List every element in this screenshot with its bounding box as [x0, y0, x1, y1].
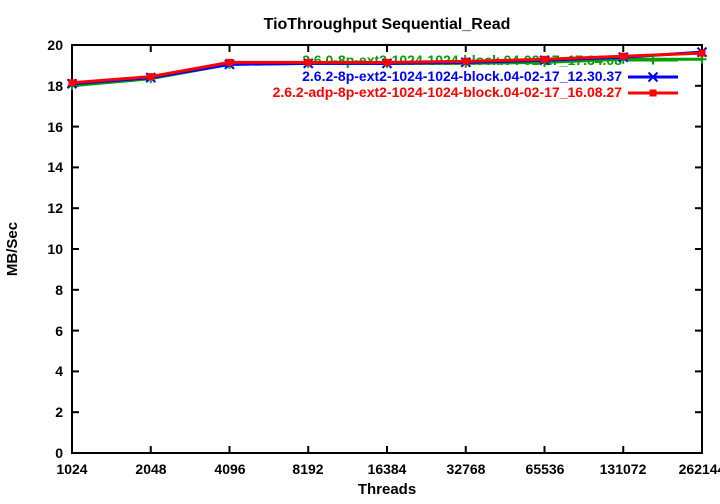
- marker-x: [696, 46, 708, 58]
- y-tick-label: 16: [47, 119, 63, 135]
- y-tick-label: 8: [55, 282, 63, 298]
- marker-square: [147, 73, 155, 81]
- y-tick-label: 4: [55, 363, 63, 379]
- x-tick-label: 16384: [367, 461, 407, 477]
- marker-x: [66, 78, 78, 89]
- chart-title: TioThroughput Sequential_Read: [263, 16, 511, 33]
- x-tick-label: 2048: [135, 461, 167, 477]
- y-tick-label: 12: [47, 200, 63, 216]
- y-tick-label: 2: [55, 404, 63, 420]
- marker-square: [698, 49, 706, 57]
- legend-entry-2.6.2: 2.6.2-8p-ext2-1024-1024-block.04-02-17_1…: [302, 68, 622, 84]
- marker-x: [647, 71, 659, 83]
- x-tick-label: 262144: [678, 461, 720, 477]
- y-tick-label: 18: [47, 78, 63, 94]
- plot-frame: [71, 44, 703, 454]
- marker-x: [66, 78, 78, 89]
- y-tick-label: 14: [47, 159, 63, 175]
- marker-x: [696, 46, 708, 58]
- x-tick-label: 65536: [525, 461, 565, 477]
- marker-x: [145, 72, 156, 83]
- x-tick-label: 131072: [599, 461, 647, 477]
- y-tick-label: 6: [55, 323, 63, 339]
- marker-square: [649, 89, 657, 97]
- y-tick-label: 10: [47, 241, 63, 257]
- x-tick-label: 32768: [446, 461, 486, 477]
- x-tick-label: 1024: [56, 461, 88, 477]
- marker-square: [68, 79, 76, 87]
- x-tick-label: 4096: [214, 461, 246, 477]
- y-tick-label: 20: [47, 37, 63, 53]
- x-tick-label: 8192: [292, 461, 324, 477]
- y-tick-label: 0: [55, 445, 63, 461]
- legend-entry-2.6.2-adp: 2.6.2-adp-8p-ext2-1024-1024-block.04-02-…: [272, 84, 622, 100]
- marker-x: [145, 72, 156, 83]
- marker-x: [647, 71, 659, 83]
- legend-entry-2.6.0: 2.6.0-8p-ext2-1024-1024-block.04-02-17_1…: [302, 52, 622, 68]
- x-axis-label: Threads: [357, 481, 417, 498]
